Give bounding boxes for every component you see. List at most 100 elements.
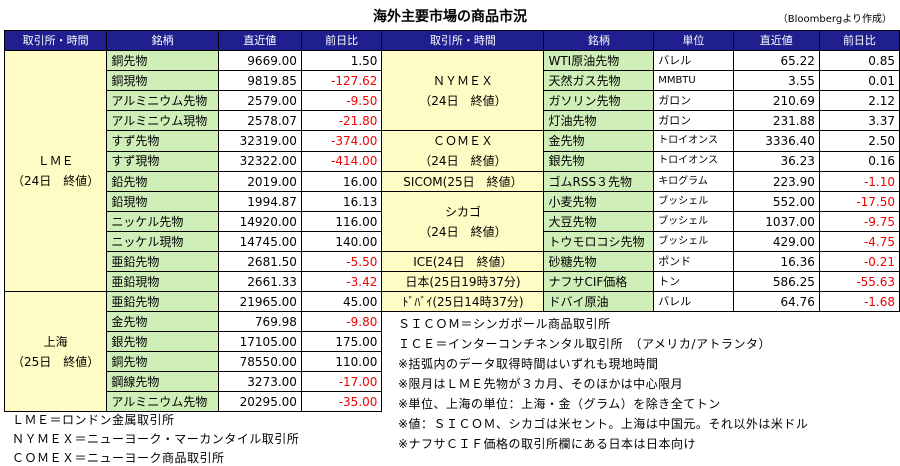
latest-value: 429.00 — [732, 231, 820, 252]
latest-value: 64.76 — [732, 291, 820, 312]
exchange-time: （24日 終値） — [419, 224, 507, 239]
table-row: 鉛先物 2019.00 16.00 SICOM(25日 終値） ゴムRSS３先物 キログラ… — [5, 171, 900, 192]
commodity-name: ガソリン先物 — [543, 90, 655, 111]
commodity-name: 銅先物 — [106, 50, 219, 71]
unit: ブッシェル — [653, 211, 734, 232]
commodity-name: 鋼線先物 — [106, 371, 219, 392]
commodity-name: ドバイ原油 — [543, 291, 655, 312]
exchange-name: ＣＯＭＥＸ — [432, 134, 493, 148]
latest-value: 78550.00 — [217, 351, 302, 372]
exchange-cell-right: ﾄﾞﾊﾞｲ(25日14時37分) — [381, 291, 545, 312]
exchange-cell-right: ＮＹＭＥＸ （24日 終値） — [381, 50, 545, 131]
exchange-cell-right: ICE(24日 終値） — [381, 251, 545, 272]
day-change: -55.63 — [818, 271, 900, 292]
day-change: 110.00 — [300, 351, 383, 372]
exchange-name: 上海 — [43, 334, 68, 349]
exchange-time: （24日 終値） — [12, 174, 100, 188]
latest-value: 2019.00 — [217, 171, 302, 192]
exchange-name: ﾄﾞﾊﾞｲ(25日14時37分) — [402, 294, 524, 309]
commodity-name: 大豆先物 — [543, 211, 655, 232]
unit: MMBTU — [653, 70, 734, 91]
commodity-name: 銀先物 — [106, 331, 219, 352]
table-row: 銅現物 9819.85 -127.62 天然ガス先物 MMBTU 3.55 0.01 — [5, 70, 900, 91]
commodity-name: アルミニウム先物 — [106, 90, 219, 111]
commodity-name: アルミニウム現物 — [106, 110, 219, 131]
note-lme: ＬＭＥ＝ロンドン金属取引所 — [12, 413, 175, 427]
day-change: -9.50 — [300, 90, 383, 111]
exchange-cell-right: ＣＯＭＥＸ （24日 終値） — [381, 130, 545, 172]
commodity-name: アルミニウム先物 — [106, 391, 219, 412]
day-change: 16.00 — [300, 171, 383, 192]
day-change: -3.42 — [300, 271, 383, 292]
note-time: ※括弧内のデータ取得時間はいずれも現地時間 — [398, 357, 659, 371]
latest-value: 14920.00 — [217, 211, 302, 232]
latest-value: 231.88 — [732, 110, 820, 131]
day-change: -9.75 — [818, 211, 900, 232]
note-month: ※限月はＬＭＥ先物が３カ月、そのほかは中心限月 — [398, 377, 684, 391]
page-title: 海外主要市場の商品市況 — [373, 9, 527, 25]
latest-value: 9819.85 — [217, 70, 302, 91]
commodity-name: 亜鉛先物 — [106, 251, 219, 272]
day-change: -0.21 — [818, 251, 900, 272]
day-change: 3.37 — [818, 110, 900, 131]
day-change: 1.50 — [300, 50, 383, 71]
day-change: 2.50 — [818, 130, 900, 152]
table-row: 銅先物 78550.00 110.00 — [5, 351, 900, 372]
table-row: ＬＭＥ （24日 終値） 銅先物 9669.00 1.50 ＮＹＭＥＸ （24日 終値） WT… — [3, 50, 900, 292]
exchange-cell-right: SICOM(25日 終値） — [381, 171, 545, 192]
note-naphtha: ※ナフサＣＩＦ価格の取引所欄にある日本は日本向け — [398, 437, 697, 451]
commodity-name: すず現物 — [106, 150, 219, 172]
exchange-time: （24日 終値） — [419, 93, 507, 108]
exchange-cell-left: ＬＭＥ （24日 終値） — [3, 50, 108, 292]
latest-value: 552.00 — [732, 191, 820, 212]
unit: キログラム — [653, 171, 734, 192]
commodity-name: 銀先物 — [543, 150, 655, 172]
commodity-name: すず先物 — [106, 130, 219, 152]
header-value-right: 直近値 — [732, 30, 820, 51]
latest-value: 3273.00 — [217, 371, 302, 392]
latest-value: 32322.00 — [217, 150, 302, 172]
exchange-cell-right: 日本(25日19時37分) — [381, 271, 545, 292]
table-row: アルミニウム現物 2578.07 -21.80 灯油先物 ガロン 231.88 3.37 — [5, 110, 900, 131]
table-row: すず先物 32319.00 -374.00 ＣＯＭＥＸ （24日 終値） 金先物 トロイオン… — [5, 130, 900, 172]
commodity-name: ナフサCIF価格 — [543, 271, 655, 292]
day-change: -1.68 — [818, 291, 900, 312]
latest-value: 14745.00 — [217, 231, 302, 252]
table-row: アルミニウム先物 2579.00 -9.50 ガソリン先物 ガロン 210.69 2.12 — [5, 90, 900, 111]
latest-value: 2578.07 — [217, 110, 302, 131]
note-unit: ※単位、上海の単位：上海・金（グラム）を除き全てトン — [398, 397, 721, 411]
latest-value: 9669.00 — [217, 50, 302, 71]
day-change: -4.75 — [818, 231, 900, 252]
commodity-name: 砂糖先物 — [543, 251, 655, 272]
day-change: 0.01 — [818, 70, 900, 91]
day-change: -35.00 — [300, 391, 383, 412]
day-change: 140.00 — [300, 231, 383, 252]
table-row: 銀先物 17105.00 175.00 — [5, 331, 900, 352]
exchange-name: ＬＭＥ — [37, 154, 74, 168]
commodity-name: 天然ガス先物 — [543, 70, 655, 91]
table-row: 鋼線先物 3273.00 -17.00 — [5, 371, 900, 392]
latest-value: 769.98 — [217, 311, 302, 332]
commodity-table: 取引所・時間 銘柄 直近値 前日比 取引所・時間 銘柄 単位 直近値 前日比 Ｌ… — [3, 30, 900, 412]
table-row: すず現物 32322.00 -414.00 銀先物 トロイオンス 36.23 0.16 — [5, 150, 900, 172]
exchange-cell-left: 上海 （25日 終値） — [3, 291, 108, 412]
day-change: -374.00 — [300, 130, 383, 152]
latest-value: 21965.00 — [217, 291, 302, 312]
day-change: -414.00 — [300, 150, 383, 172]
commodity-name: 金先物 — [106, 311, 219, 332]
latest-value: 210.69 — [732, 90, 820, 111]
latest-value: 2661.33 — [217, 271, 302, 292]
day-change: 116.00 — [300, 211, 383, 232]
unit: トロイオンス — [653, 130, 734, 152]
note-sicom: ＳＩＣＯＭ＝シンガポール商品取引所 — [398, 317, 611, 331]
latest-value: 2681.50 — [217, 251, 302, 272]
header-name-right: 銘柄 — [543, 30, 655, 51]
latest-value: 20295.00 — [217, 391, 302, 412]
header-exchange-left: 取引所・時間 — [3, 30, 108, 51]
day-change: 2.12 — [818, 90, 900, 111]
exchange-time: （25日 終値） — [12, 354, 100, 369]
commodity-name: 銅現物 — [106, 70, 219, 91]
day-change: 0.16 — [818, 150, 900, 172]
unit: ガロン — [653, 90, 734, 111]
latest-value: 223.90 — [732, 171, 820, 192]
